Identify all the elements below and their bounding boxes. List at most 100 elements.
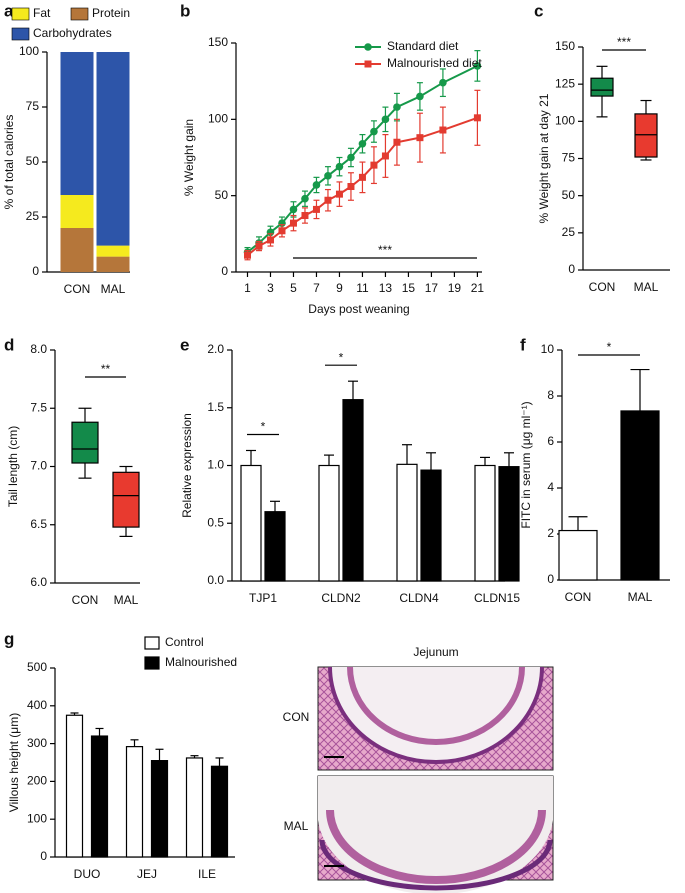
y-tick-label: 8 bbox=[547, 388, 554, 402]
histology-title: Jejunum bbox=[413, 645, 458, 659]
y-tick-label: 4 bbox=[547, 480, 554, 494]
significance-label: * bbox=[261, 420, 266, 434]
y-tick-label: 0 bbox=[221, 264, 228, 278]
x-tick-label: 9 bbox=[336, 281, 343, 295]
marker bbox=[473, 114, 481, 122]
y-tick-label: 25 bbox=[26, 209, 40, 223]
bar bbox=[620, 410, 660, 581]
crypt-layer bbox=[319, 839, 553, 891]
marker bbox=[393, 138, 401, 146]
panel-letter: f bbox=[520, 335, 526, 354]
bar bbox=[264, 511, 286, 582]
y-axis-label: Villous height (μm) bbox=[7, 713, 21, 812]
panel-letter: b bbox=[180, 1, 190, 20]
y-tick-label: 100 bbox=[27, 811, 47, 825]
x-tick-label: MAL bbox=[114, 593, 139, 607]
x-tick-label: 3 bbox=[267, 281, 274, 295]
x-tick-label: CON bbox=[565, 590, 592, 604]
legend-label: Standard diet bbox=[387, 39, 459, 53]
marker bbox=[243, 251, 251, 259]
legend-label: Carbohydrates bbox=[33, 26, 112, 40]
marker bbox=[312, 181, 321, 189]
lumen bbox=[330, 667, 542, 762]
significance-label: * bbox=[607, 340, 612, 354]
legend-label: Malnourished diet bbox=[387, 56, 482, 70]
marker bbox=[301, 194, 309, 203]
significance-label: *** bbox=[617, 35, 631, 49]
marker bbox=[278, 227, 286, 235]
x-tick-label: TJP1 bbox=[249, 591, 277, 605]
marker bbox=[370, 127, 378, 136]
y-tick-label: 500 bbox=[27, 660, 47, 674]
crypt-layer bbox=[328, 666, 544, 764]
y-tick-label: 1.5 bbox=[207, 400, 224, 414]
marker bbox=[324, 172, 332, 180]
marker bbox=[358, 173, 366, 181]
x-tick-label: 21 bbox=[471, 281, 485, 295]
panel-letter: g bbox=[4, 629, 14, 648]
bar bbox=[240, 464, 262, 582]
y-tick-label: 25 bbox=[562, 225, 576, 239]
x-tick-label: CON bbox=[589, 280, 616, 294]
x-tick-label: 15 bbox=[402, 281, 416, 295]
y-tick-label: 75 bbox=[562, 151, 576, 165]
epithelium bbox=[326, 809, 546, 884]
y-tick-label: 10 bbox=[541, 342, 555, 356]
y-tick-label: 100 bbox=[208, 112, 228, 126]
panel-letter: c bbox=[534, 1, 543, 20]
y-tick-label: 6.0 bbox=[30, 575, 47, 589]
legend-swatch bbox=[11, 7, 30, 21]
x-tick-label: CON bbox=[72, 593, 99, 607]
x-tick-label: MAL bbox=[101, 282, 126, 296]
y-tick-label: 50 bbox=[562, 188, 576, 202]
bar-segment bbox=[96, 52, 130, 246]
x-tick-label: DUO bbox=[74, 867, 101, 881]
bar bbox=[210, 765, 229, 858]
bar bbox=[185, 757, 204, 858]
legend-swatch bbox=[144, 656, 160, 670]
epithelium bbox=[347, 666, 525, 745]
y-tick-label: 50 bbox=[215, 188, 229, 202]
x-tick-label: 5 bbox=[290, 281, 297, 295]
x-tick-label: 11 bbox=[356, 281, 369, 295]
y-tick-label: 0.0 bbox=[207, 573, 224, 587]
y-tick-label: 0.5 bbox=[207, 515, 224, 529]
marker bbox=[416, 134, 424, 142]
x-tick-label: JEJ bbox=[137, 867, 157, 881]
marker bbox=[347, 153, 355, 162]
y-tick-label: 50 bbox=[26, 154, 40, 168]
y-tick-label: 8.0 bbox=[30, 342, 47, 356]
legend-label: Malnourished bbox=[165, 655, 237, 669]
bar bbox=[420, 469, 442, 582]
marker bbox=[255, 242, 263, 250]
marker bbox=[335, 190, 343, 198]
histology-row-label: MAL bbox=[284, 819, 309, 833]
marker bbox=[381, 115, 390, 124]
x-tick-label: 1 bbox=[244, 281, 251, 295]
x-tick-label: 19 bbox=[448, 281, 462, 295]
panel-letter: d bbox=[4, 335, 14, 354]
marker bbox=[335, 162, 344, 171]
legend-label: Control bbox=[165, 635, 204, 649]
marker bbox=[393, 103, 401, 111]
bar bbox=[498, 466, 520, 582]
y-tick-label: 1.0 bbox=[207, 458, 224, 472]
marker bbox=[381, 152, 389, 160]
panel-letter: e bbox=[180, 335, 189, 354]
marker bbox=[312, 205, 320, 213]
bar-segment bbox=[96, 245, 130, 257]
bar bbox=[558, 529, 598, 581]
significance-label: *** bbox=[378, 243, 392, 257]
marker bbox=[347, 183, 355, 191]
box bbox=[71, 421, 99, 464]
histology: Jejunum CON MAL bbox=[283, 645, 554, 893]
y-axis-label: FITC in serum (μg ml⁻¹) bbox=[519, 401, 533, 528]
y-tick-label: 0 bbox=[547, 572, 554, 586]
legend-marker bbox=[364, 43, 372, 51]
x-tick-label: 13 bbox=[379, 281, 393, 295]
bar bbox=[150, 760, 169, 858]
marker bbox=[266, 236, 274, 244]
y-axis-label: Tail length (cm) bbox=[6, 426, 20, 507]
marker bbox=[439, 126, 447, 134]
x-tick-label: CLDN2 bbox=[321, 591, 361, 605]
